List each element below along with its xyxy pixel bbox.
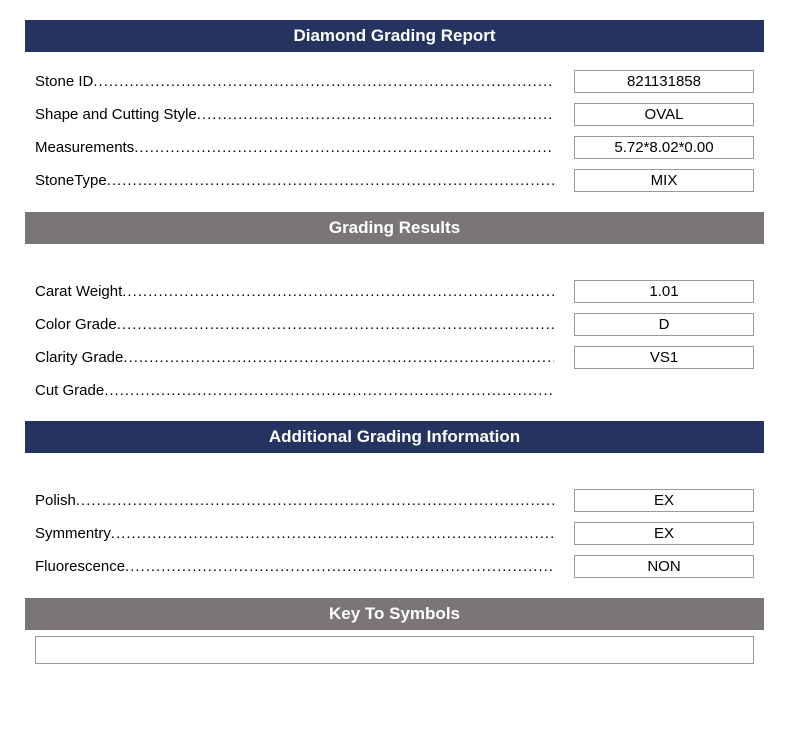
additional-label-cell: Polish xyxy=(35,492,554,509)
grading-label-cell: Cut Grade xyxy=(35,382,554,399)
identification-label-cell: StoneType xyxy=(35,172,554,189)
grading-label-cell: Color Grade xyxy=(35,316,554,333)
additional-title-bar: Additional Grading Information xyxy=(25,421,764,453)
identification-row: Shape and Cutting Style OVAL xyxy=(25,103,764,126)
grading-label: Cut Grade xyxy=(35,382,104,399)
additional-section: Additional Grading Information PolishEXS… xyxy=(25,421,764,578)
additional-value: EX xyxy=(574,489,754,512)
grading-rows: Carat Weight 1.01 Color Grade D Clarity Grad… xyxy=(25,280,764,401)
additional-row: Symmentry EX xyxy=(25,522,764,545)
symbols-title: Key To Symbols xyxy=(329,604,460,623)
additional-label: Fluorescence xyxy=(35,558,125,575)
additional-label: Polish xyxy=(35,492,76,509)
identification-row: Measurements 5.72*8.02*0.00 xyxy=(25,136,764,159)
grading-label: Carat Weight xyxy=(35,283,122,300)
identification-label: Measurements xyxy=(35,139,134,156)
grading-row: Carat Weight 1.01 xyxy=(25,280,764,303)
additional-label-cell: Symmentry xyxy=(35,525,554,542)
identification-value: OVAL xyxy=(574,103,754,126)
additional-value: NON xyxy=(574,555,754,578)
additional-label-cell: Fluorescence xyxy=(35,558,554,575)
symbols-title-bar: Key To Symbols xyxy=(25,598,764,630)
identification-label: Shape and Cutting Style xyxy=(35,106,197,123)
grading-label: Clarity Grade xyxy=(35,349,123,366)
identification-label: Stone ID xyxy=(35,73,93,90)
identification-label: StoneType xyxy=(35,172,107,189)
additional-rows: Polish EX Symmentry EX Fluorescence NON xyxy=(25,489,764,578)
grading-value: 1.01 xyxy=(574,280,754,303)
grading-label-cell: Carat Weight xyxy=(35,283,554,300)
identification-value: MIX xyxy=(574,169,754,192)
grading-value: D xyxy=(574,313,754,336)
identification-label-cell: Stone ID xyxy=(35,73,554,90)
report-header-section: Diamond Grading Report Stone ID 821131858… xyxy=(25,20,764,192)
identification-row: Stone ID 821131858 xyxy=(25,70,764,93)
identification-row: StoneType MIX xyxy=(25,169,764,192)
additional-title: Additional Grading Information xyxy=(269,427,520,446)
grading-row: Clarity Grade VS1 xyxy=(25,346,764,369)
identification-label-cell: Shape and Cutting Style xyxy=(35,106,554,123)
grading-results-title-bar: Grading Results xyxy=(25,212,764,244)
grading-value-empty xyxy=(574,379,754,401)
grading-value: VS1 xyxy=(574,346,754,369)
symbols-box xyxy=(35,636,754,664)
additional-label: Symmentry xyxy=(35,525,111,542)
additional-row: Fluorescence NON xyxy=(25,555,764,578)
grading-row: Cut Grade xyxy=(25,379,764,401)
additional-row: Polish EX xyxy=(25,489,764,512)
grading-label-cell: Clarity Grade xyxy=(35,349,554,366)
grading-label: Color Grade xyxy=(35,316,117,333)
report-title: Diamond Grading Report xyxy=(293,26,495,45)
identification-rows: Stone ID 821131858 Shape and Cutting Style… xyxy=(25,70,764,192)
grading-results-section: Grading Results Carat Weight 1.01 Color Gr… xyxy=(25,212,764,401)
grading-row: Color Grade D xyxy=(25,313,764,336)
identification-label-cell: Measurements xyxy=(35,139,554,156)
symbols-section: Key To Symbols xyxy=(25,598,764,664)
identification-value: 5.72*8.02*0.00 xyxy=(574,136,754,159)
report-title-bar: Diamond Grading Report xyxy=(25,20,764,52)
identification-value: 821131858 xyxy=(574,70,754,93)
grading-results-title: Grading Results xyxy=(329,218,460,237)
additional-value: EX xyxy=(574,522,754,545)
